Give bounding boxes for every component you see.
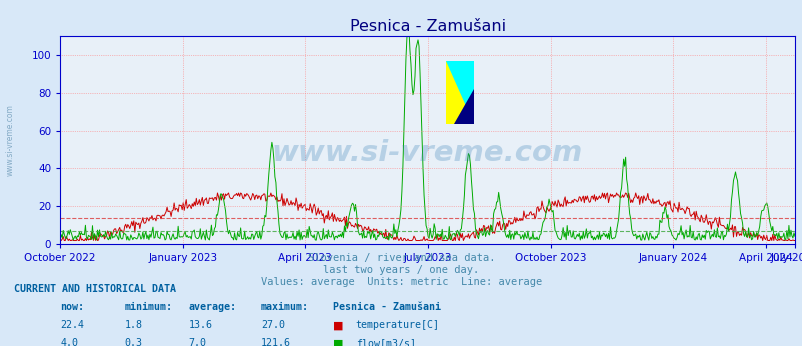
Polygon shape — [454, 89, 473, 124]
Text: CURRENT AND HISTORICAL DATA: CURRENT AND HISTORICAL DATA — [14, 284, 176, 294]
Text: Values: average  Units: metric  Line: average: Values: average Units: metric Line: aver… — [261, 277, 541, 287]
Text: Pesnica - Zamušani: Pesnica - Zamušani — [333, 302, 440, 312]
Text: 1.8: 1.8 — [124, 320, 142, 330]
Text: 7.0: 7.0 — [188, 338, 206, 346]
Text: temperature[C]: temperature[C] — [355, 320, 439, 330]
Text: Slovenia / river and sea data.: Slovenia / river and sea data. — [307, 253, 495, 263]
Text: 22.4: 22.4 — [60, 320, 84, 330]
Text: 27.0: 27.0 — [261, 320, 285, 330]
Text: www.si-vreme.com: www.si-vreme.com — [272, 139, 582, 166]
Text: flow[m3/s]: flow[m3/s] — [355, 338, 415, 346]
Text: maximum:: maximum: — [261, 302, 309, 312]
Polygon shape — [445, 61, 473, 124]
Text: ■: ■ — [333, 338, 343, 346]
Text: last two years / one day.: last two years / one day. — [323, 265, 479, 275]
Text: average:: average: — [188, 302, 237, 312]
Text: 121.6: 121.6 — [261, 338, 290, 346]
Title: Pesnica - Zamušani: Pesnica - Zamušani — [349, 19, 505, 34]
Text: 0.3: 0.3 — [124, 338, 142, 346]
Bar — [445, 61, 473, 124]
Text: minimum:: minimum: — [124, 302, 172, 312]
Text: www.si-vreme.com: www.si-vreme.com — [6, 104, 15, 176]
Text: 4.0: 4.0 — [60, 338, 78, 346]
Text: now:: now: — [60, 302, 84, 312]
Text: 13.6: 13.6 — [188, 320, 213, 330]
Text: ■: ■ — [333, 320, 343, 330]
